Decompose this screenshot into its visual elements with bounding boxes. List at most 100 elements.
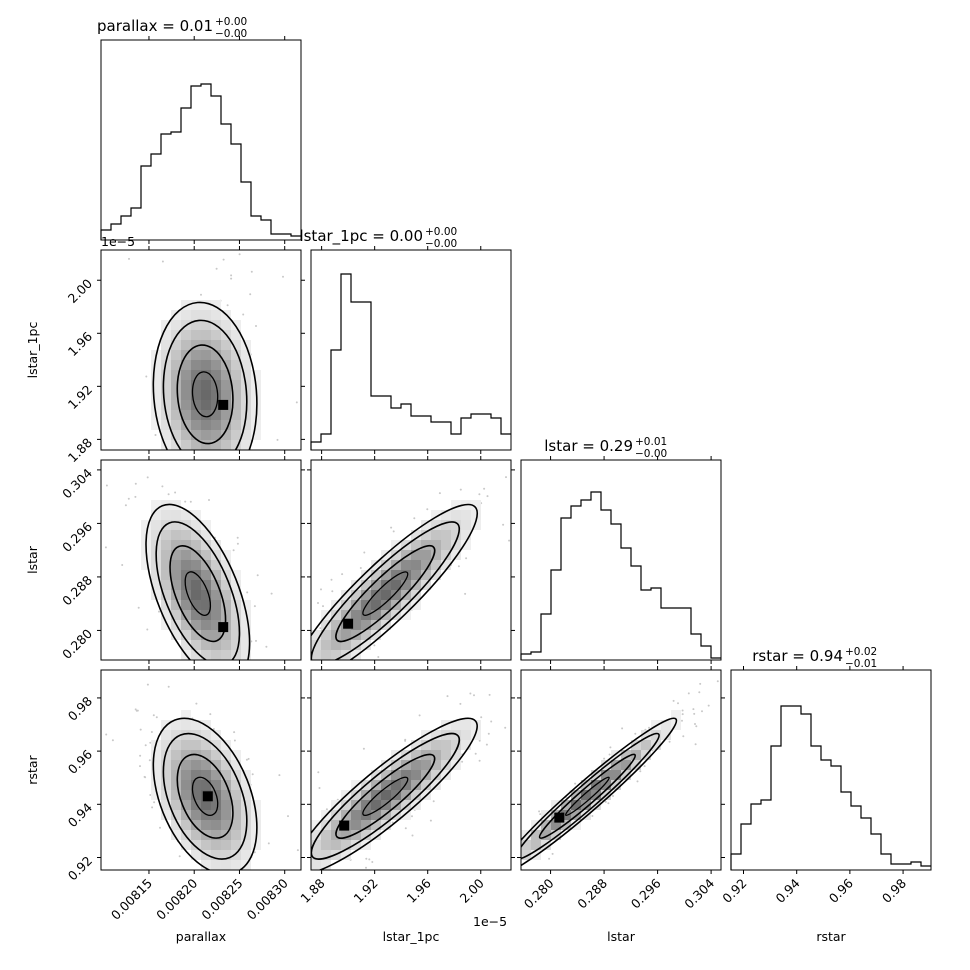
density-cell — [201, 740, 211, 750]
sample-point — [274, 833, 276, 835]
panel-title-minus-lstar_1pc: −0.00 — [425, 238, 457, 250]
density-cell — [211, 780, 221, 790]
sample-point — [282, 901, 284, 903]
sample-point — [250, 672, 252, 674]
density-cell — [541, 840, 551, 850]
density-cell — [231, 360, 241, 370]
density-cell — [401, 790, 411, 800]
density-peak — [343, 618, 354, 629]
density-cell — [211, 650, 221, 660]
sample-point — [169, 710, 171, 712]
density-cell — [171, 720, 181, 730]
density-cell — [151, 760, 161, 770]
density-cell — [211, 440, 221, 450]
sample-point — [250, 899, 252, 901]
density-cell — [341, 590, 351, 600]
density-cell — [171, 760, 181, 770]
density-cell — [321, 640, 331, 650]
density-cell — [611, 750, 621, 760]
sample-point — [361, 394, 363, 396]
density-cell — [391, 760, 401, 770]
density-cell — [331, 840, 341, 850]
density-cell — [201, 600, 211, 610]
density-cell — [321, 630, 331, 640]
density-cell — [221, 430, 231, 440]
density-cell — [191, 440, 201, 450]
contour-line — [152, 301, 258, 450]
sample-point — [265, 871, 267, 873]
density-cell — [211, 370, 221, 380]
density-cell — [161, 580, 171, 590]
panel-title-rstar: rstar = 0.94 — [752, 647, 843, 665]
sample-point — [485, 743, 488, 746]
density-cell — [221, 340, 231, 350]
contour-line — [184, 571, 212, 616]
density-cell — [221, 410, 231, 420]
density-cell — [411, 780, 421, 790]
density-cell — [421, 520, 431, 530]
density-cell — [381, 600, 391, 610]
density-cell — [571, 790, 581, 800]
density-cell — [221, 560, 231, 570]
x-tick-label: 0.94 — [773, 875, 803, 905]
density-peak — [218, 622, 229, 633]
density-cell — [231, 860, 241, 870]
density-cell — [211, 410, 221, 420]
density-cell — [181, 770, 191, 780]
sample-point — [551, 852, 554, 855]
density-cell — [211, 800, 221, 810]
sample-point — [371, 861, 374, 863]
density-cell — [661, 720, 671, 730]
density-cell — [181, 620, 191, 630]
density-cell — [201, 770, 211, 780]
x-axis-label-lstar: lstar — [607, 929, 636, 944]
sample-point — [390, 526, 393, 529]
density-cell — [221, 640, 231, 650]
density-cell — [171, 320, 181, 330]
density-cell — [581, 800, 591, 810]
scatter-panel-parallax-vs-lstar_1pc — [128, 253, 363, 471]
sample-point — [502, 861, 504, 863]
density-cell — [391, 560, 401, 570]
density-cell — [441, 550, 451, 560]
density-cell — [191, 820, 201, 830]
density-cell — [381, 790, 391, 800]
density-cell — [211, 770, 221, 780]
density-cell — [211, 560, 221, 570]
sample-point — [325, 808, 328, 811]
panel-frame — [520, 459, 722, 661]
density-cell — [311, 820, 321, 830]
density-cell — [241, 770, 251, 780]
sample-point — [504, 726, 507, 729]
sample-point — [512, 874, 514, 876]
density-cell — [201, 640, 211, 650]
density-cell — [401, 760, 411, 770]
density-cell — [201, 360, 211, 370]
sample-point — [287, 815, 289, 818]
sample-point — [277, 710, 279, 712]
density-cell — [641, 740, 651, 750]
density-cell — [191, 380, 201, 390]
density-cell — [211, 580, 221, 590]
sample-point — [579, 621, 581, 623]
density-cell — [311, 850, 321, 860]
density-cell — [161, 590, 171, 600]
density-cell — [401, 810, 411, 820]
contour-line — [162, 732, 248, 860]
density-cell — [671, 710, 681, 720]
sample-point — [155, 469, 157, 471]
density-cell — [241, 350, 251, 360]
density-cell — [431, 540, 441, 550]
density-cell — [241, 370, 251, 380]
sample-point — [178, 673, 180, 675]
density-cell — [231, 330, 241, 340]
density-cell — [171, 310, 181, 320]
sample-point — [153, 801, 156, 804]
contour-line — [538, 753, 637, 839]
density-cell — [221, 550, 231, 560]
sample-point — [203, 679, 205, 681]
sample-point — [287, 848, 289, 850]
density-cell — [231, 780, 241, 790]
sample-point — [507, 901, 509, 903]
density-cell — [151, 510, 161, 520]
